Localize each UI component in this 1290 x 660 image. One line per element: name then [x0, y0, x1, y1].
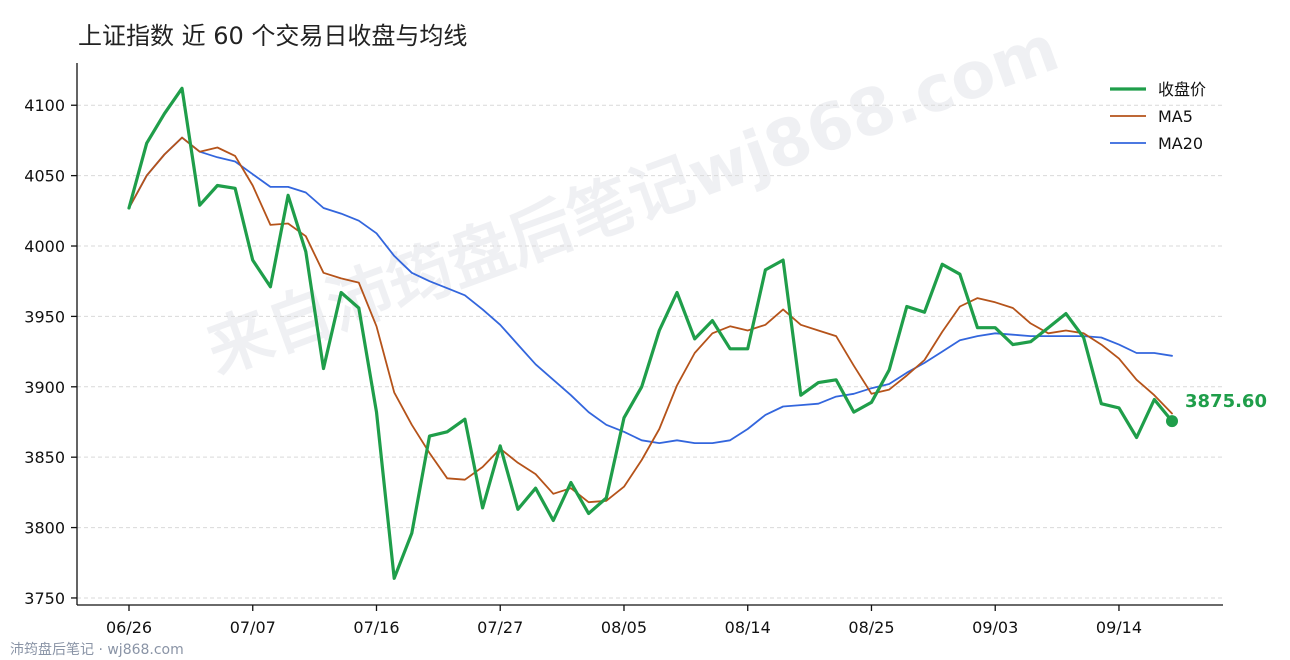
source-credit: 沛筠盘后笔记 · wj868.com — [10, 641, 184, 658]
x-tick-label: 08/05 — [601, 618, 647, 637]
y-tick-label: 3800 — [24, 519, 65, 538]
y-tick-label: 4050 — [24, 167, 65, 186]
chart-title: 上证指数 近 60 个交易日收盘与均线 — [78, 22, 467, 50]
y-tick-label: 3950 — [24, 307, 65, 326]
series-line-2 — [128, 136, 1173, 445]
x-tick-label: 08/25 — [848, 618, 894, 637]
x-tick-label: 06/26 — [106, 618, 152, 637]
last-close-label: 3875.60 — [1185, 391, 1267, 412]
x-tick-label: 09/03 — [972, 618, 1018, 637]
axes — [76, 63, 1223, 606]
x-tick-label: 09/14 — [1096, 618, 1142, 637]
series-lines — [127, 86, 1174, 580]
series-line-0 — [127, 86, 1174, 580]
grid-lines — [77, 104, 1223, 599]
x-tick-label: 07/07 — [230, 618, 276, 637]
y-tick-label: 3850 — [24, 448, 65, 467]
legend-label: MA20 — [1158, 134, 1203, 153]
x-tick-label: 07/27 — [477, 618, 523, 637]
last-close-point — [1166, 415, 1178, 428]
watermark: 来自沛筠盘后笔记wj868.com — [198, 12, 1069, 389]
legend-label: 收盘价 — [1158, 80, 1206, 99]
y-tick-labels: 3750 3800 3850 3900 3950 4000 4050 4100 — [24, 96, 77, 608]
y-tick-label: 4000 — [24, 237, 65, 256]
legend: 收盘价 MA5 MA20 — [1110, 80, 1206, 153]
x-tick-label: 07/16 — [353, 618, 399, 637]
y-tick-label: 4100 — [24, 96, 65, 115]
y-tick-label: 3750 — [24, 589, 65, 608]
x-tick-labels: 06/26 07/07 07/16 07/27 08/05 08/14 08/25 09/03… — [106, 605, 1142, 637]
series-line-1 — [128, 136, 1173, 504]
y-tick-label: 3900 — [24, 378, 65, 397]
x-tick-label: 08/14 — [725, 618, 771, 637]
legend-label: MA5 — [1158, 107, 1193, 126]
